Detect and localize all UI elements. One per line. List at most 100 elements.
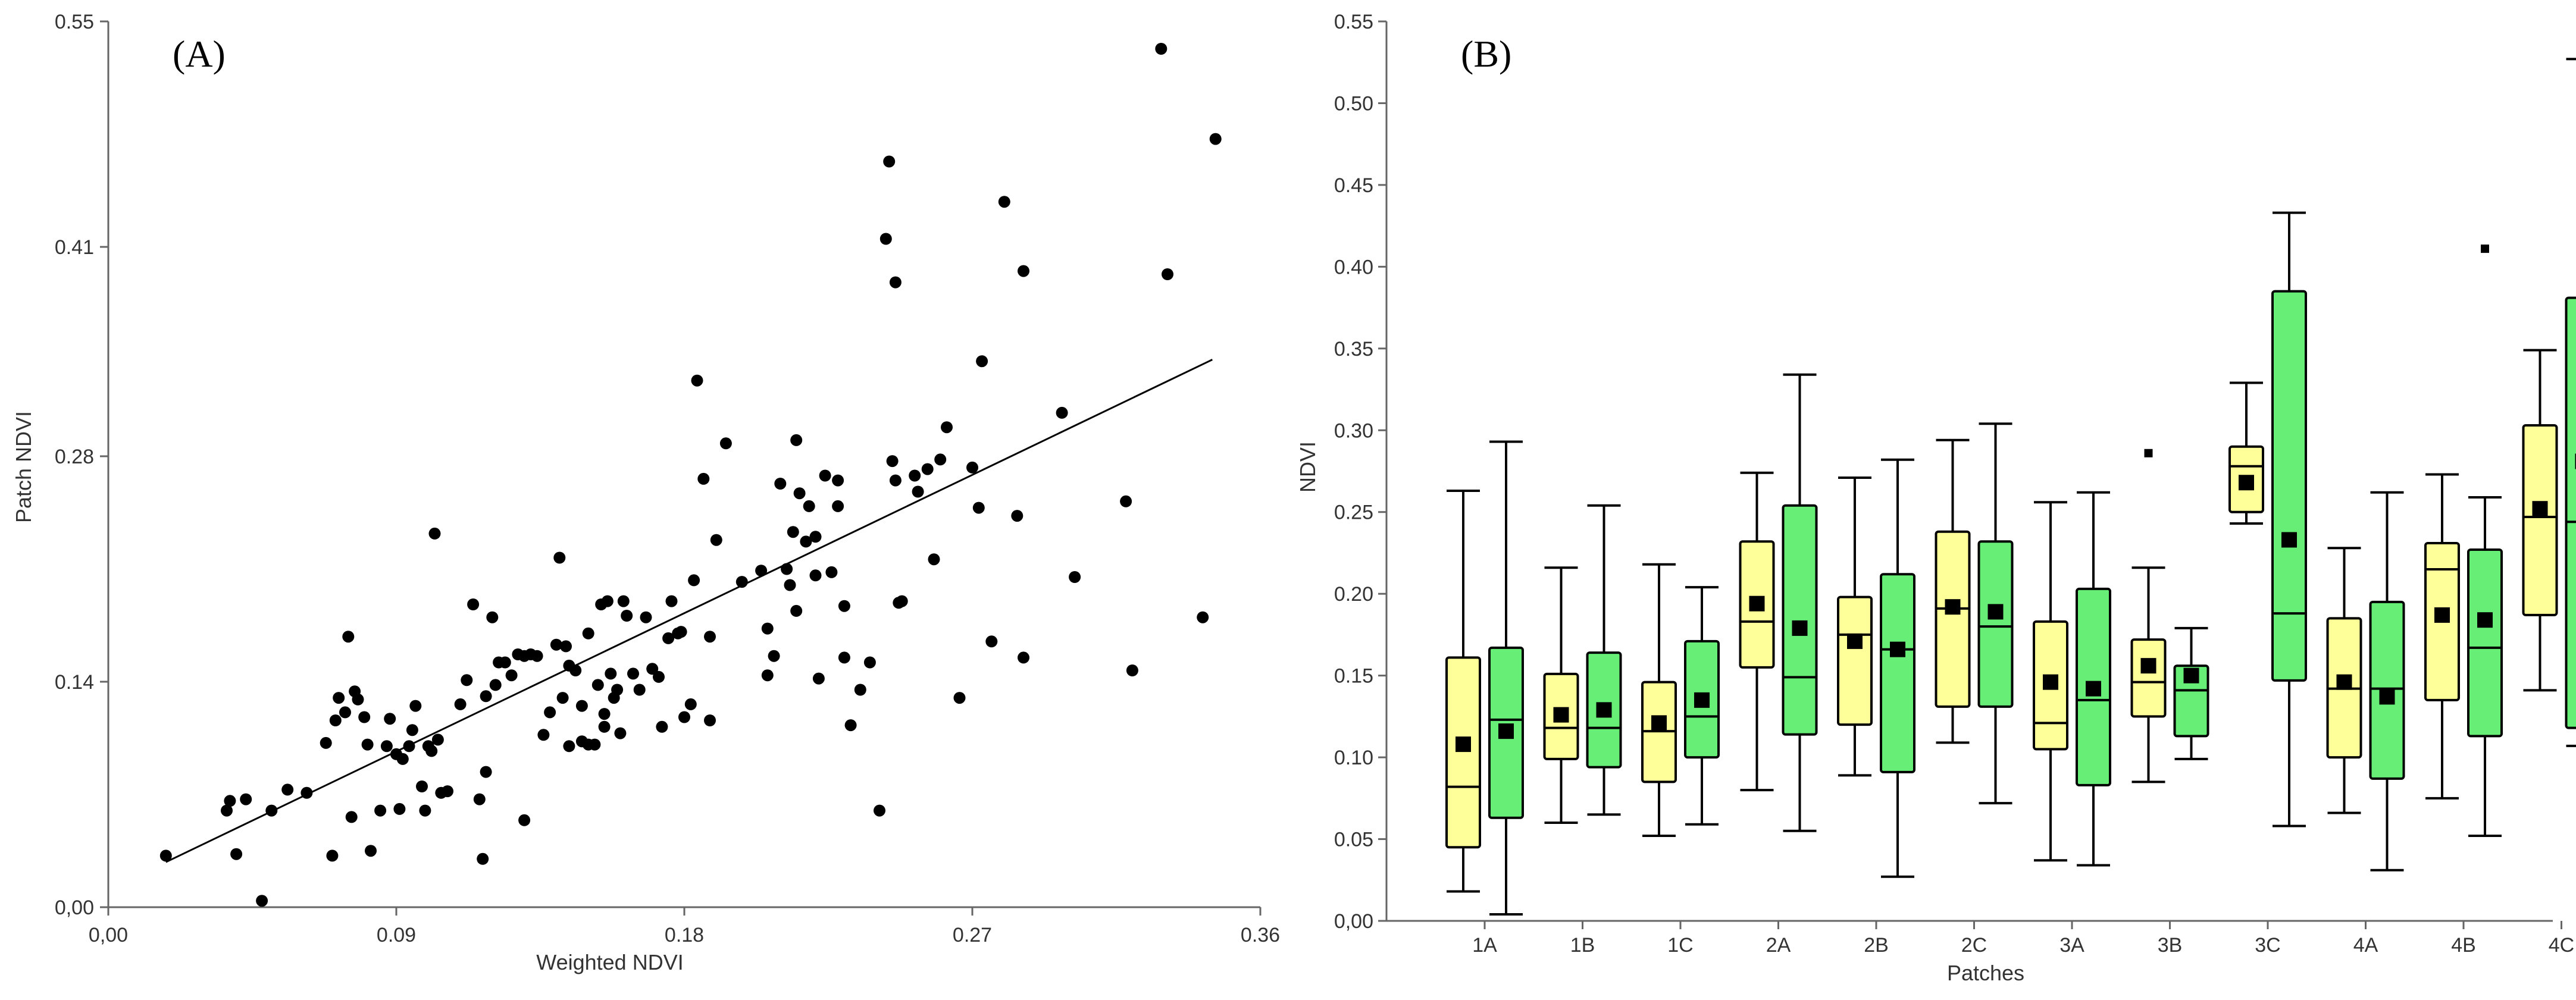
scatter-point xyxy=(691,374,703,387)
scatter-point xyxy=(1162,268,1173,280)
boxplot-ticks: 0,00 0.05 0.10 0.15 0.20 0.25 0.30 0.35 0.40 0.45… xyxy=(1334,11,2574,957)
scatter-point xyxy=(582,627,594,640)
box-mean-marker xyxy=(1792,620,1808,636)
scatter-point xyxy=(812,672,825,685)
scatter-point xyxy=(921,463,934,475)
scatter-point xyxy=(761,669,774,682)
scatter-point xyxy=(431,733,444,746)
box-iqr xyxy=(1880,573,1915,773)
boxplot-y-tick-label: 0,00 xyxy=(1334,910,1373,933)
scatter-point xyxy=(591,679,604,691)
scatter-axes xyxy=(107,21,1260,908)
scatter-point xyxy=(425,745,438,757)
scatter-point xyxy=(461,674,473,686)
box-yellow-3B xyxy=(2130,449,2167,783)
scatter-y-tick-label: 0.28 xyxy=(55,446,94,468)
box-green-4B xyxy=(2467,244,2503,838)
scatter-y-tick-label: 0.55 xyxy=(55,11,94,33)
scatter-point xyxy=(1155,43,1168,55)
scatter-point xyxy=(889,474,902,487)
scatter-x-tick-label: 0.09 xyxy=(377,924,416,946)
box-mean-marker xyxy=(2477,612,2493,628)
scatter-y-tick-label: 0.41 xyxy=(55,236,94,259)
scatter-ticks: 0,00 0.09 0.18 0.27 0.36 0,00 0.14 0.28 0.41 0.55 xyxy=(55,11,1280,946)
scatter-y-axis-label: Patch NDVI xyxy=(11,411,36,523)
scatter-point xyxy=(934,453,947,466)
scatter-point xyxy=(832,500,844,512)
scatter-point xyxy=(697,472,710,485)
box-outlier xyxy=(2481,244,2489,253)
box-green-1B xyxy=(1586,504,1622,816)
scatter-point xyxy=(518,814,531,826)
box-yellow-3A xyxy=(2033,501,2068,862)
box-mean-marker xyxy=(1498,723,1514,739)
scatter-point xyxy=(419,804,431,817)
scatter-point xyxy=(879,233,892,245)
box-mean-marker xyxy=(2434,607,2450,623)
box-yellow-1B xyxy=(1543,566,1579,825)
scatter-point xyxy=(665,595,678,607)
box-mean-marker xyxy=(1749,595,1765,612)
scatter-point xyxy=(972,501,985,514)
boxplot-category-label: 3B xyxy=(2158,934,2183,957)
scatter-point xyxy=(1126,664,1138,676)
scatter-point xyxy=(544,706,556,719)
scatter-point xyxy=(688,574,700,587)
scatter-point xyxy=(230,848,243,860)
box-green-3C xyxy=(2271,211,2307,827)
scatter-point xyxy=(329,714,342,726)
boxplot-y-tick-label: 0.30 xyxy=(1334,419,1373,442)
boxplot-category-label: 1A xyxy=(1472,934,1497,957)
scatter-point xyxy=(784,579,796,591)
box-mean-marker xyxy=(2183,667,2199,684)
scatter-point xyxy=(633,684,646,696)
scatter-point xyxy=(416,780,428,792)
scatter-point xyxy=(393,802,406,815)
scatter-point xyxy=(755,565,768,577)
box-outlier xyxy=(2144,449,2153,457)
scatter-point xyxy=(611,684,624,696)
scatter-point xyxy=(896,595,908,607)
box-green-2A xyxy=(1782,373,1818,832)
boxplot-y-tick-label: 0.35 xyxy=(1334,338,1373,360)
scatter-point xyxy=(380,740,393,753)
box-mean-marker xyxy=(1553,707,1569,723)
scatter-point xyxy=(787,526,799,538)
boxplot-category-label: 3A xyxy=(2059,934,2084,957)
scatter-point xyxy=(563,740,575,753)
scatter-point xyxy=(646,663,659,675)
scatter-point xyxy=(621,610,633,622)
boxplot-panel: (B) Patches NDVI 0,00 0.05 0.10 0.15 0.20 0.2… xyxy=(1295,11,2576,985)
box-green-3B xyxy=(2173,626,2209,760)
scatter-fit-line-group xyxy=(165,359,1213,863)
box-green-4C xyxy=(2565,58,2576,747)
box-mean-marker xyxy=(2239,475,2254,491)
scatter-point xyxy=(598,708,611,720)
box-green-2B xyxy=(1880,458,1915,878)
scatter-point xyxy=(505,669,518,682)
scatter-point xyxy=(819,469,831,482)
scatter-point xyxy=(854,684,866,696)
boxplot-y-tick-label: 0.45 xyxy=(1334,174,1373,197)
scatter-point xyxy=(768,650,780,662)
box-mean-marker xyxy=(2379,689,2395,705)
box-mean-marker xyxy=(1890,641,1905,657)
scatter-point xyxy=(941,421,953,434)
scatter-point xyxy=(678,711,690,723)
scatter-point xyxy=(560,640,572,653)
box-mean-marker xyxy=(1847,633,1863,649)
scatter-point xyxy=(1120,495,1132,507)
scatter-point xyxy=(374,804,387,817)
scatter-point xyxy=(790,434,803,446)
box-mean-marker xyxy=(1945,599,1961,615)
boxplot-category-label: 1C xyxy=(1667,934,1693,957)
scatter-point xyxy=(838,651,850,664)
scatter-point xyxy=(803,500,815,512)
box-mean-marker xyxy=(2336,674,2352,690)
scatter-point xyxy=(1209,133,1222,145)
boxplot-y-tick-label: 0.25 xyxy=(1334,501,1373,524)
scatter-point xyxy=(719,437,732,450)
scatter-point xyxy=(601,595,614,607)
scatter-point xyxy=(953,692,966,704)
scatter-point xyxy=(531,650,543,662)
